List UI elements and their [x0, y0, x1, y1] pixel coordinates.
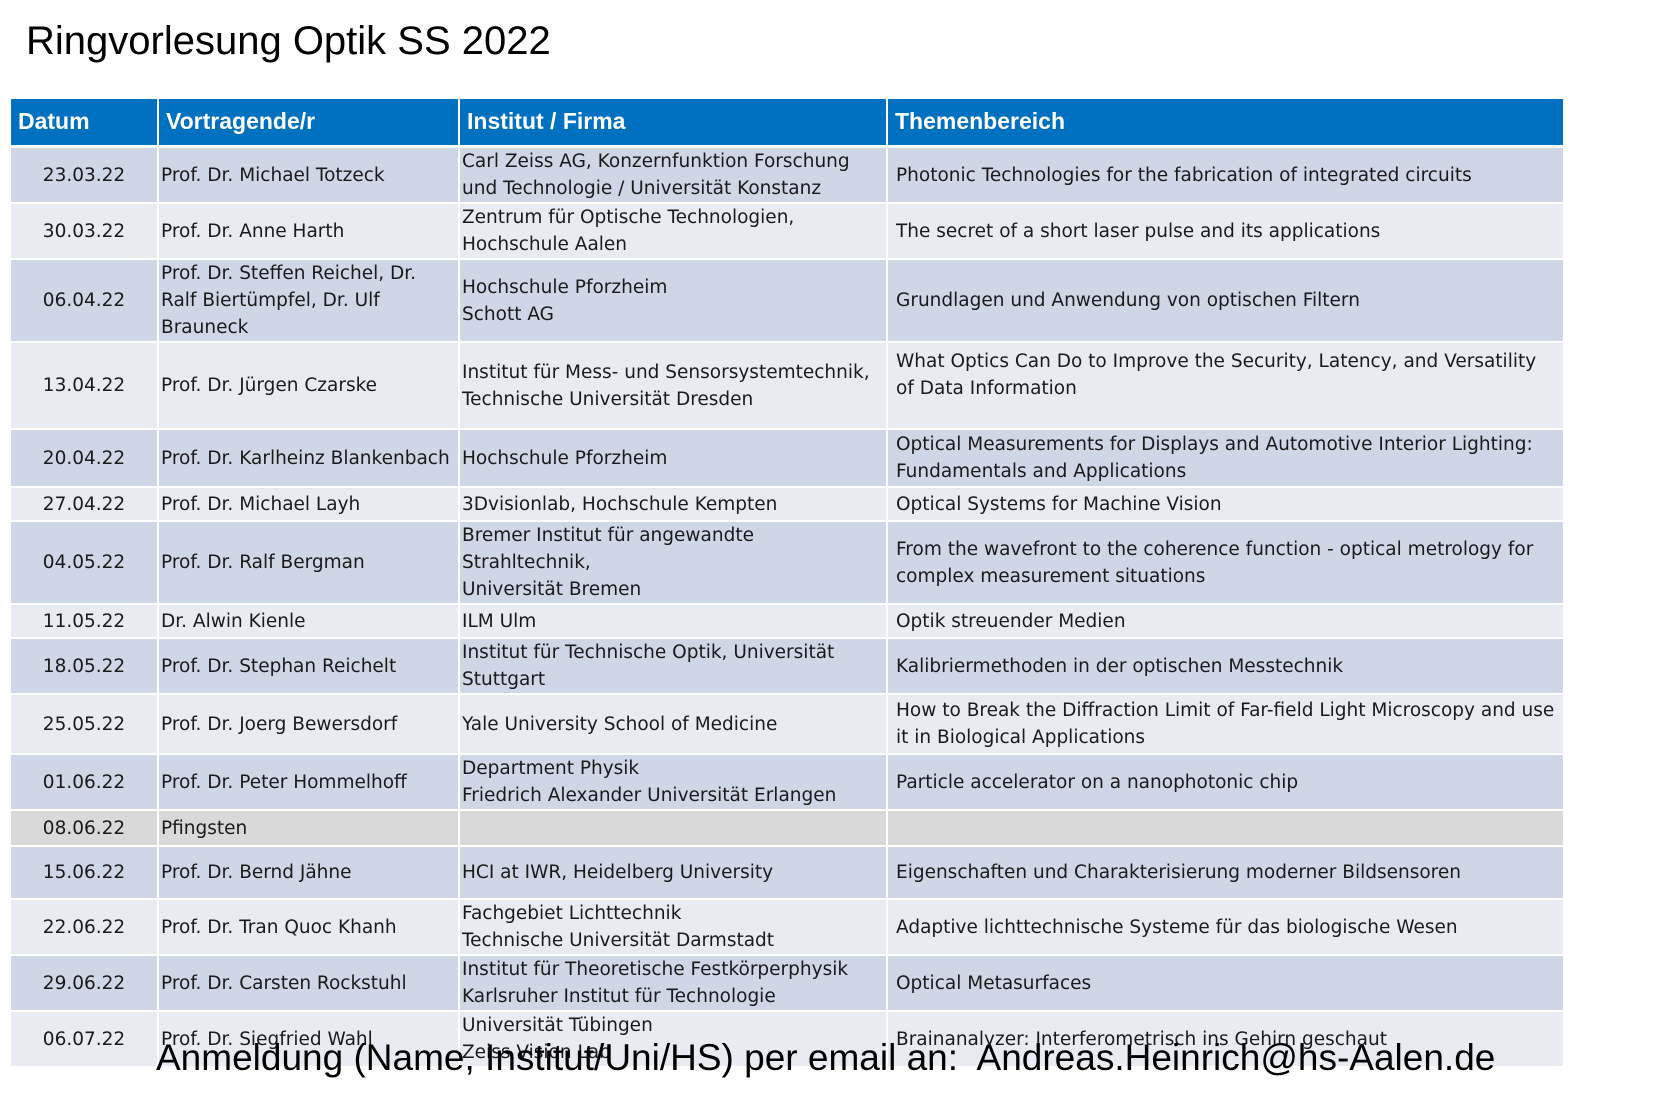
- speaker-cell: Prof. Dr. Tran Quoc Khanh: [158, 899, 460, 956]
- speaker-cell: Prof. Dr. Joerg Bewersdorf: [158, 694, 460, 755]
- date-cell: 08.06.22: [11, 810, 159, 847]
- registration-note: Anmeldung (Name, Institut/Uni/HS) per em…: [156, 1037, 1496, 1078]
- speaker-cell: Prof. Dr. Peter Hommelhoff: [158, 754, 460, 811]
- table-row: 18.05.22 Prof. Dr. Stephan Reichelt Inst…: [11, 638, 1563, 695]
- institute-cell: Fachgebiet Lichttechnik Technische Unive…: [459, 899, 888, 956]
- speaker-cell: Prof. Dr. Stephan Reichelt: [158, 638, 460, 695]
- table-row: 23.03.22 Prof. Dr. Michael Totzeck Carl …: [11, 146, 1563, 204]
- schedule-table: Datum Vortragende/r Institut / Firma The…: [11, 99, 1563, 1068]
- table-row: 13.04.22 Prof. Dr. Jürgen Czarske Instit…: [11, 342, 1563, 430]
- speaker-cell: Pfingsten: [158, 810, 460, 847]
- date-cell: 13.04.22: [11, 342, 159, 430]
- institute-cell: 3Dvisionlab, Hochschule Kempten: [459, 487, 888, 522]
- institute-cell: [459, 810, 888, 847]
- speaker-cell: Prof. Dr. Jürgen Czarske: [158, 342, 460, 430]
- topic-cell: Optik streuender Medien: [887, 604, 1563, 639]
- topic-cell: How to Break the Diffraction Limit of Fa…: [887, 694, 1563, 755]
- topic-cell: Optical Measurements for Displays and Au…: [887, 429, 1563, 488]
- table-row: 27.04.22 Prof. Dr. Michael Layh 3Dvision…: [11, 487, 1563, 522]
- institute-cell: HCI at IWR, Heidelberg University: [459, 846, 888, 900]
- topic-cell: The secret of a short laser pulse and it…: [887, 203, 1563, 260]
- header-topic: Themenbereich: [887, 99, 1563, 148]
- page-title: Ringvorlesung Optik SS 2022: [26, 19, 551, 63]
- table-row: 15.06.22 Prof. Dr. Bernd Jähne HCI at IW…: [11, 846, 1563, 900]
- header-institute: Institut / Firma: [459, 99, 888, 148]
- topic-cell: [887, 810, 1563, 847]
- table-row: 20.04.22 Prof. Dr. Karlheinz Blankenbach…: [11, 429, 1563, 488]
- date-cell: 04.05.22: [11, 521, 159, 605]
- speaker-cell: Prof. Dr. Michael Totzeck: [158, 146, 460, 204]
- date-cell: 29.06.22: [11, 955, 159, 1012]
- date-cell: 06.04.22: [11, 259, 159, 343]
- institute-cell: Hochschule Pforzheim Schott AG: [459, 259, 888, 343]
- speaker-cell: Prof. Dr. Ralf Bergman: [158, 521, 460, 605]
- date-cell: 25.05.22: [11, 694, 159, 755]
- topic-cell: Grundlagen und Anwendung von optischen F…: [887, 259, 1563, 343]
- table-row: 25.05.22 Prof. Dr. Joerg Bewersdorf Yale…: [11, 694, 1563, 755]
- date-cell: 22.06.22: [11, 899, 159, 956]
- header-row: Datum Vortragende/r Institut / Firma The…: [11, 99, 1563, 148]
- speaker-cell: Prof. Dr. Carsten Rockstuhl: [158, 955, 460, 1012]
- speaker-cell: Prof. Dr. Steffen Reichel, Dr. Ralf Bier…: [158, 259, 460, 343]
- institute-cell: Universität Tübingen Zeiss Vision Lab: [459, 1011, 888, 1068]
- topic-cell: Photonic Technologies for the fabricatio…: [887, 146, 1563, 204]
- institute-cell: Yale University School of Medicine: [459, 694, 888, 755]
- table-row: 01.06.22 Prof. Dr. Peter Hommelhoff Depa…: [11, 754, 1563, 811]
- institute-cell: Zentrum für Optische Technologien, Hochs…: [459, 203, 888, 260]
- date-cell: 20.04.22: [11, 429, 159, 488]
- date-cell: 23.03.22: [11, 146, 159, 204]
- institute-cell: ILM Ulm: [459, 604, 888, 639]
- institute-cell: Hochschule Pforzheim: [459, 429, 888, 488]
- topic-cell: What Optics Can Do to Improve the Securi…: [887, 342, 1563, 430]
- date-cell: 01.06.22: [11, 754, 159, 811]
- topic-cell: Optical Systems for Machine Vision: [887, 487, 1563, 522]
- table-row: 06.04.22 Prof. Dr. Steffen Reichel, Dr. …: [11, 259, 1563, 343]
- institute-cell: Institut für Theoretische Festkörperphys…: [459, 955, 888, 1012]
- table-row: 11.05.22 Dr. Alwin Kienle ILM Ulm Optik …: [11, 604, 1563, 639]
- institute-cell: Institut für Technische Optik, Universit…: [459, 638, 888, 695]
- table-row: 30.03.22 Prof. Dr. Anne Harth Zentrum fü…: [11, 203, 1563, 260]
- date-cell: 30.03.22: [11, 203, 159, 260]
- topic-cell: Kalibriermethoden in der optischen Messt…: [887, 638, 1563, 695]
- topic-cell: Particle accelerator on a nanophotonic c…: [887, 754, 1563, 811]
- date-cell: 27.04.22: [11, 487, 159, 522]
- table-row: 22.06.22 Prof. Dr. Tran Quoc Khanh Fachg…: [11, 899, 1563, 956]
- speaker-cell: Prof. Dr. Michael Layh: [158, 487, 460, 522]
- date-cell: 06.07.22: [11, 1011, 159, 1068]
- table-row: 08.06.22 Pfingsten: [11, 810, 1563, 847]
- topic-cell: Optical Metasurfaces: [887, 955, 1563, 1012]
- header-speaker: Vortragende/r: [158, 99, 460, 148]
- speaker-cell: Prof. Dr. Karlheinz Blankenbach: [158, 429, 460, 488]
- header-date: Datum: [11, 99, 159, 148]
- table-row: 29.06.22 Prof. Dr. Carsten Rockstuhl Ins…: [11, 955, 1563, 1012]
- date-cell: 11.05.22: [11, 604, 159, 639]
- speaker-cell: Prof. Dr. Bernd Jähne: [158, 846, 460, 900]
- institute-cell: Bremer Institut für angewandte Strahltec…: [459, 521, 888, 605]
- speaker-cell: Prof. Dr. Siegfried Wahl: [158, 1011, 460, 1068]
- topic-cell: Adaptive lichttechnische Systeme für das…: [887, 899, 1563, 956]
- table-row: 06.07.22 Prof. Dr. Siegfried Wahl Univer…: [11, 1011, 1563, 1068]
- institute-cell: Institut für Mess- und Sensorsystemtechn…: [459, 342, 888, 430]
- date-cell: 18.05.22: [11, 638, 159, 695]
- topic-cell: Brainanalyzer: Interferometrisch ins Geh…: [887, 1011, 1563, 1068]
- date-cell: 15.06.22: [11, 846, 159, 900]
- speaker-cell: Dr. Alwin Kienle: [158, 604, 460, 639]
- topic-cell: From the wavefront to the coherence func…: [887, 521, 1563, 605]
- table-row: 04.05.22 Prof. Dr. Ralf Bergman Bremer I…: [11, 521, 1563, 605]
- speaker-cell: Prof. Dr. Anne Harth: [158, 203, 460, 260]
- topic-cell: Eigenschaften und Charakterisierung mode…: [887, 846, 1563, 900]
- institute-cell: Department Physik Friedrich Alexander Un…: [459, 754, 888, 811]
- institute-cell: Carl Zeiss AG, Konzernfunktion Forschung…: [459, 146, 888, 204]
